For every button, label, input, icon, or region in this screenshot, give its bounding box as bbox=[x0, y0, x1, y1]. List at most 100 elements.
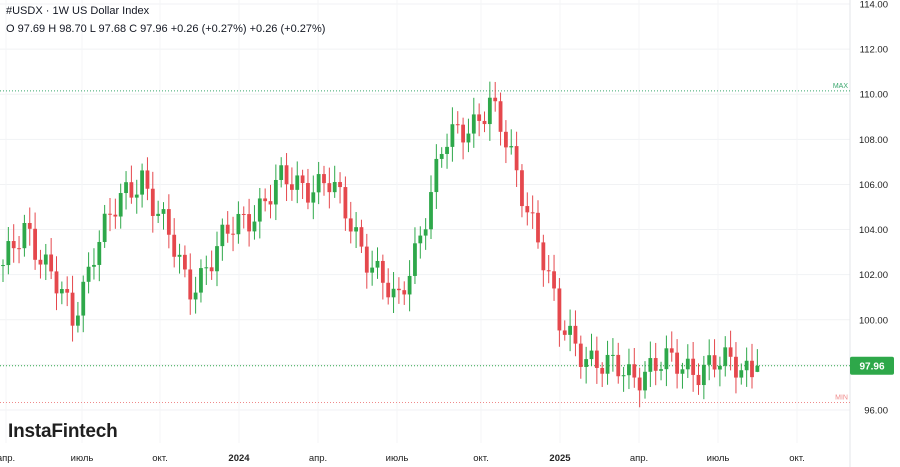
candle-body bbox=[279, 165, 284, 180]
price-axis[interactable]: 96.0098.00100.00102.00104.00106.00108.00… bbox=[859, 0, 888, 417]
candle-body bbox=[568, 325, 572, 335]
candle-body bbox=[552, 271, 556, 289]
candle-body bbox=[49, 254, 54, 272]
reference-lines: MAX MIN bbox=[0, 83, 850, 404]
candle-body bbox=[332, 182, 337, 193]
chart-title: #USDX · 1W US Dollar Index bbox=[6, 5, 149, 17]
candle-body bbox=[546, 270, 551, 272]
candle-body bbox=[504, 131, 508, 148]
brand-logo: InstaFintech bbox=[8, 421, 118, 442]
candle-body bbox=[300, 175, 305, 184]
y-tick-label: 102.00 bbox=[859, 270, 888, 281]
candle-body bbox=[354, 227, 358, 232]
candle-body bbox=[161, 209, 166, 214]
candle-body bbox=[584, 359, 589, 367]
candle-body bbox=[225, 224, 230, 234]
min-label: MIN bbox=[835, 395, 848, 402]
candle-body bbox=[327, 183, 332, 193]
candle-body bbox=[140, 170, 144, 195]
candle-body bbox=[391, 288, 396, 298]
candle-body bbox=[627, 364, 631, 376]
candle-body bbox=[215, 246, 219, 272]
candle-body bbox=[375, 260, 380, 268]
candle-body bbox=[536, 212, 540, 243]
candle-body bbox=[257, 198, 262, 222]
candle-body bbox=[616, 354, 621, 377]
candle-body bbox=[712, 355, 717, 370]
candle-body bbox=[423, 229, 428, 236]
x-tick-label: окт. bbox=[152, 453, 167, 464]
candle-body bbox=[370, 267, 375, 273]
candle-body bbox=[450, 124, 455, 147]
candle-body bbox=[97, 241, 102, 265]
candle-body bbox=[461, 124, 465, 143]
candle-body bbox=[118, 193, 123, 217]
candle-body bbox=[632, 364, 637, 378]
candle-body bbox=[520, 170, 524, 207]
candle-body bbox=[220, 224, 225, 247]
candle-body bbox=[530, 212, 535, 214]
y-tick-label: 112.00 bbox=[860, 45, 888, 56]
candle-body bbox=[81, 281, 86, 316]
candle-body bbox=[209, 267, 214, 272]
candle-body bbox=[188, 269, 193, 300]
candle-body bbox=[482, 120, 487, 125]
candle-body bbox=[263, 198, 268, 202]
candle-body bbox=[102, 213, 107, 242]
time-axis[interactable]: апр. июль окт. 2024 апр. июль окт. 2025 апр. июль… bbox=[0, 453, 805, 464]
candle-body bbox=[236, 213, 241, 235]
candle-body bbox=[723, 347, 728, 366]
candle-body bbox=[648, 358, 653, 372]
x-tick-label: июль bbox=[71, 453, 94, 464]
candle-body bbox=[744, 360, 749, 371]
candle-body bbox=[172, 234, 177, 257]
candle-body bbox=[86, 266, 91, 282]
symbol: #USDX bbox=[6, 5, 43, 17]
candle-body bbox=[621, 375, 626, 377]
candle-body bbox=[397, 288, 401, 291]
y-tick-label: 108.00 bbox=[859, 135, 888, 146]
x-tick-label: апр. bbox=[0, 453, 15, 464]
candle-body bbox=[477, 114, 482, 121]
candle-body bbox=[685, 358, 690, 370]
candle-body bbox=[92, 264, 96, 267]
candle-body bbox=[17, 248, 21, 250]
candle-body bbox=[380, 260, 385, 283]
candle-body bbox=[108, 213, 112, 215]
candle-series bbox=[1, 81, 760, 408]
candle-body bbox=[471, 114, 476, 134]
candle-body bbox=[594, 350, 599, 368]
candle-body bbox=[193, 292, 198, 300]
candle-body bbox=[199, 268, 203, 293]
candle-body bbox=[76, 315, 80, 326]
candle-body bbox=[525, 206, 530, 213]
candle-body bbox=[65, 289, 70, 293]
candle-body bbox=[418, 235, 423, 244]
y-tick-label: 104.00 bbox=[859, 225, 888, 236]
chart-description: 1W US Dollar Index bbox=[52, 5, 150, 17]
candle-body bbox=[675, 352, 679, 374]
candle-body bbox=[311, 192, 316, 203]
candle-body bbox=[680, 369, 685, 374]
candle-body bbox=[150, 188, 155, 216]
candle-body bbox=[113, 214, 118, 217]
candle-body bbox=[284, 165, 289, 185]
candle-body bbox=[306, 183, 310, 203]
candle-body bbox=[413, 243, 417, 276]
candle-body bbox=[589, 350, 594, 360]
candle-body bbox=[734, 356, 738, 378]
candle-body bbox=[498, 101, 503, 132]
candle-body bbox=[493, 97, 498, 102]
candle-body bbox=[407, 275, 412, 295]
candle-body bbox=[183, 254, 187, 270]
candle-body bbox=[59, 289, 64, 294]
candle-body bbox=[290, 184, 294, 190]
candle-body bbox=[231, 233, 235, 235]
candle-body bbox=[134, 194, 139, 198]
current-price-badge bbox=[850, 356, 894, 375]
current-price-label: 97.96 bbox=[850, 356, 894, 375]
candle-body bbox=[643, 371, 647, 391]
candle-body bbox=[145, 170, 150, 189]
candle-body bbox=[273, 179, 278, 205]
